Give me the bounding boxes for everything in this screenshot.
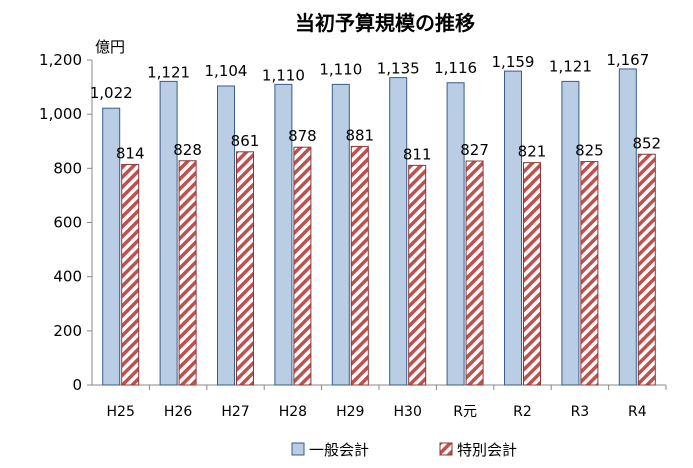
bar-special-account (121, 164, 140, 386)
data-label-general: 1,135 (377, 60, 420, 78)
bar-special-account (350, 145, 369, 386)
data-label-general: 1,110 (319, 60, 362, 78)
bar-special-account (236, 151, 254, 386)
bar-general-account (102, 107, 121, 386)
x-tick-label: H27 (221, 404, 249, 420)
y-tick-label: 600 (53, 214, 82, 232)
bar-general-account (217, 85, 235, 386)
x-tick-label: H29 (336, 404, 364, 420)
y-tick-label: 400 (53, 268, 82, 286)
bar-general-account (618, 68, 637, 386)
data-label-special: 828 (173, 141, 202, 159)
legend-swatch-special (439, 442, 453, 456)
bar-special-account (523, 162, 541, 386)
data-label-special: 878 (288, 127, 317, 145)
y-tick-label: 1,000 (39, 105, 82, 123)
bar-special-account (637, 153, 656, 386)
bar-special-account (293, 146, 312, 386)
y-unit-label: 億円 (95, 38, 125, 56)
bar-general-account (561, 80, 580, 386)
data-label-special: 881 (345, 126, 374, 144)
data-label-special: 811 (403, 145, 432, 163)
x-tick-label: R3 (571, 404, 590, 420)
x-tick-label: R4 (628, 404, 647, 420)
bar-special-account (465, 160, 484, 386)
bar-general-account (446, 82, 465, 386)
data-label-general: 1,121 (549, 57, 592, 75)
x-tick-label: H25 (107, 404, 135, 420)
data-label-special: 825 (575, 142, 604, 160)
bar-general-account (331, 83, 350, 386)
y-tick-label: 200 (53, 322, 82, 340)
data-label-general: 1,110 (262, 66, 305, 84)
x-tick-label: H26 (164, 404, 192, 420)
x-tick-label: H30 (394, 404, 422, 420)
bar-general-account (159, 80, 178, 386)
legend: 一般会計 特別会計 (291, 441, 517, 459)
data-label-special: 821 (518, 143, 547, 161)
data-label-general: 1,116 (434, 59, 477, 77)
legend-swatch-general (291, 442, 305, 456)
data-label-special: 814 (116, 145, 145, 163)
data-label-general: 1,121 (147, 63, 190, 81)
chart-title: 当初予算規模の推移 (295, 11, 475, 35)
data-label-special: 852 (632, 134, 661, 152)
plot-area: 0 200 400 600 800 1,000 1,200 H25 H26 H27 H28 H29 H3… (39, 51, 667, 420)
x-tick-label: R元 (453, 404, 477, 420)
bar-general-account (389, 77, 408, 386)
data-label-general: 1,022 (90, 84, 133, 102)
y-tick-label: 0 (72, 376, 82, 394)
legend-label-special: 特別会計 (457, 441, 517, 459)
bar-special-account (580, 161, 599, 386)
bar-general-account (504, 70, 522, 386)
x-tick-label: H28 (279, 404, 307, 420)
y-tick-label: 1,200 (39, 51, 82, 69)
data-label-general: 1,159 (492, 53, 535, 71)
bar-general-account (274, 83, 293, 386)
data-label-general: 1,104 (205, 62, 248, 80)
x-tick-label: R2 (513, 404, 532, 420)
y-tick-label: 800 (53, 159, 82, 177)
legend-label-general: 一般会計 (309, 441, 369, 459)
data-label-special: 861 (231, 132, 260, 150)
data-label-special: 827 (460, 141, 489, 159)
bar-special-account (408, 164, 427, 386)
bar-special-account (178, 160, 197, 386)
data-label-general: 1,167 (606, 51, 649, 69)
